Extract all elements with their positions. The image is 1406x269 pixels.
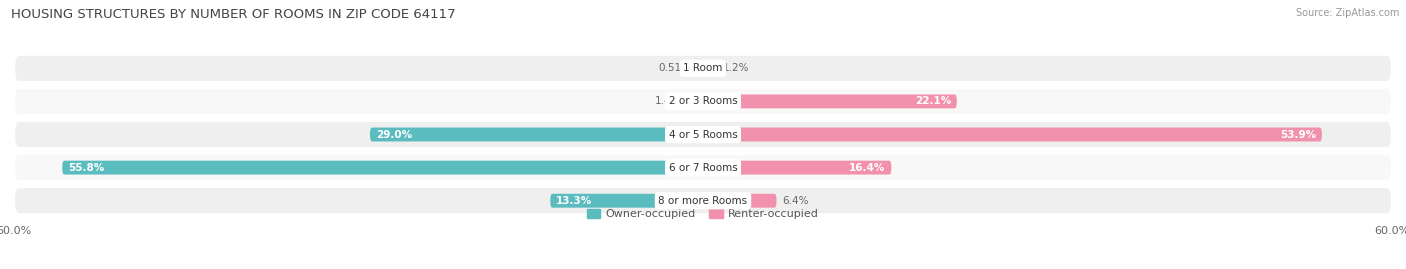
Text: 2 or 3 Rooms: 2 or 3 Rooms	[669, 96, 737, 107]
Text: 6 or 7 Rooms: 6 or 7 Rooms	[669, 162, 737, 173]
Text: 16.4%: 16.4%	[849, 162, 886, 173]
Text: 8 or more Rooms: 8 or more Rooms	[658, 196, 748, 206]
Text: 29.0%: 29.0%	[375, 129, 412, 140]
Text: 55.8%: 55.8%	[67, 162, 104, 173]
FancyBboxPatch shape	[14, 154, 1392, 181]
Text: 1.2%: 1.2%	[723, 63, 749, 73]
Legend: Owner-occupied, Renter-occupied: Owner-occupied, Renter-occupied	[582, 204, 824, 224]
FancyBboxPatch shape	[703, 194, 776, 208]
FancyBboxPatch shape	[62, 161, 703, 175]
FancyBboxPatch shape	[14, 55, 1392, 82]
FancyBboxPatch shape	[703, 128, 1322, 141]
Text: 22.1%: 22.1%	[915, 96, 950, 107]
FancyBboxPatch shape	[703, 94, 956, 108]
FancyBboxPatch shape	[14, 88, 1392, 115]
Text: 6.4%: 6.4%	[782, 196, 808, 206]
FancyBboxPatch shape	[688, 94, 703, 108]
Text: 13.3%: 13.3%	[555, 196, 592, 206]
FancyBboxPatch shape	[14, 121, 1392, 148]
FancyBboxPatch shape	[697, 61, 703, 75]
Text: Source: ZipAtlas.com: Source: ZipAtlas.com	[1295, 8, 1399, 18]
FancyBboxPatch shape	[14, 187, 1392, 214]
FancyBboxPatch shape	[703, 61, 717, 75]
FancyBboxPatch shape	[370, 128, 703, 141]
FancyBboxPatch shape	[703, 161, 891, 175]
Text: HOUSING STRUCTURES BY NUMBER OF ROOMS IN ZIP CODE 64117: HOUSING STRUCTURES BY NUMBER OF ROOMS IN…	[11, 8, 456, 21]
Text: 4 or 5 Rooms: 4 or 5 Rooms	[669, 129, 737, 140]
Text: 1 Room: 1 Room	[683, 63, 723, 73]
Text: 1.4%: 1.4%	[655, 96, 681, 107]
Text: 0.51%: 0.51%	[658, 63, 692, 73]
FancyBboxPatch shape	[550, 194, 703, 208]
Text: 53.9%: 53.9%	[1279, 129, 1316, 140]
